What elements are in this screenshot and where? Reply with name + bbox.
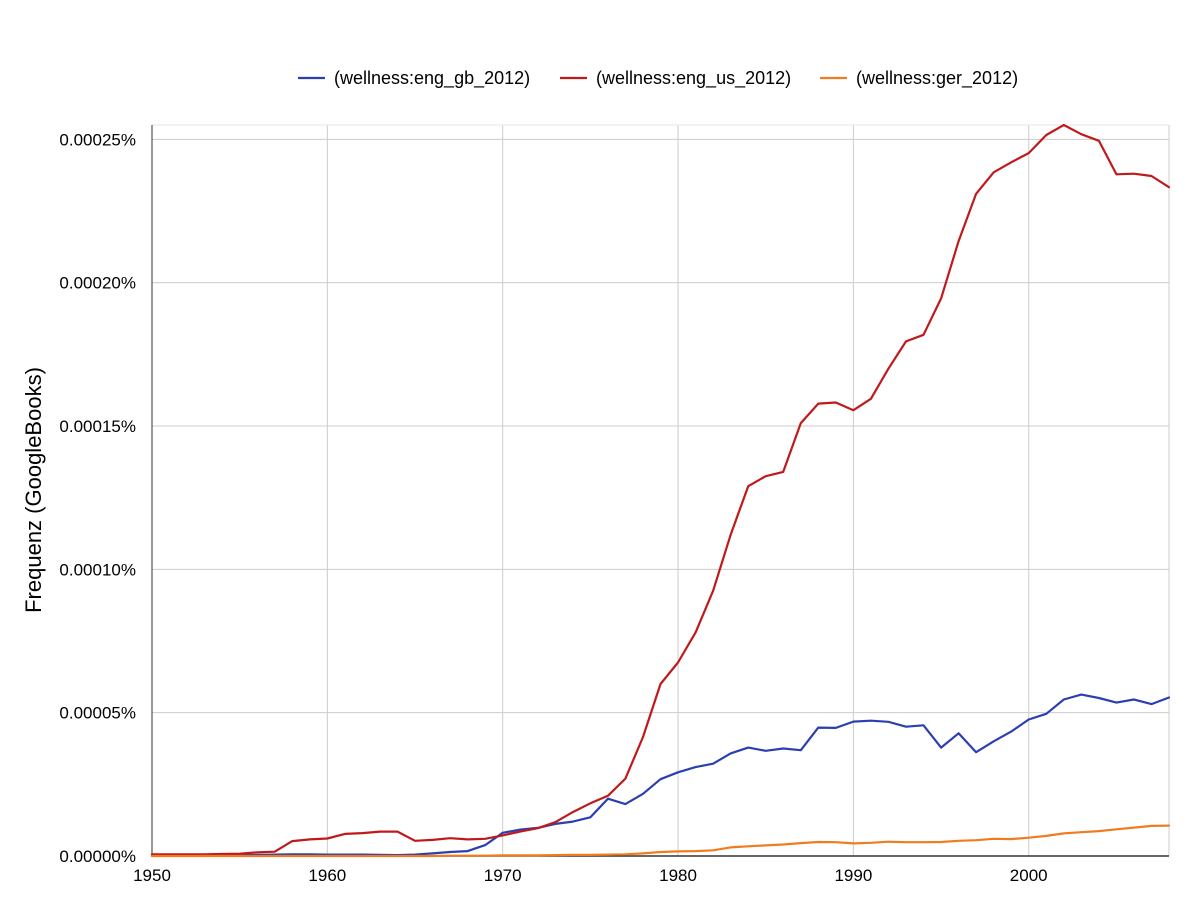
y-axis-title: Frequenz (GoogleBooks) [21,367,46,613]
x-tick-label: 1950 [133,866,171,885]
grid-lines [152,124,1170,856]
x-tick-label: 1990 [834,866,872,885]
x-tick-label: 1970 [484,866,522,885]
y-axis-ticks: 0.00000% 0.00005% 0.00010% 0.00015% 0.00020%… [59,130,136,866]
series-line-2 [150,123,1171,856]
y-tick-label: 0.00010% [59,560,136,579]
y-tick-label: 0.00020% [59,274,136,293]
x-axis-ticks: 1950 1960 1970 1980 1990 2000 [133,866,1048,885]
series-line-3 [150,824,1171,858]
x-tick-label: 1960 [308,866,346,885]
y-tick-label: 0.00005% [59,704,136,723]
series-line-1 [150,693,1171,857]
legend-label-2: (wellness:eng_us_2012) [596,68,791,89]
axes [151,125,1169,857]
legend: (wellness:eng_gb_2012) (wellness:eng_us_2… [298,68,1018,89]
x-tick-label: 2000 [1010,866,1048,885]
legend-label-3: (wellness:ger_2012) [856,68,1018,89]
y-tick-label: 0.00000% [59,847,136,866]
series-lines [150,123,1171,858]
y-tick-label: 0.00015% [59,417,136,436]
y-tick-label: 0.00025% [59,130,136,149]
x-tick-label: 1980 [659,866,697,885]
legend-label-1: (wellness:eng_gb_2012) [334,68,530,89]
